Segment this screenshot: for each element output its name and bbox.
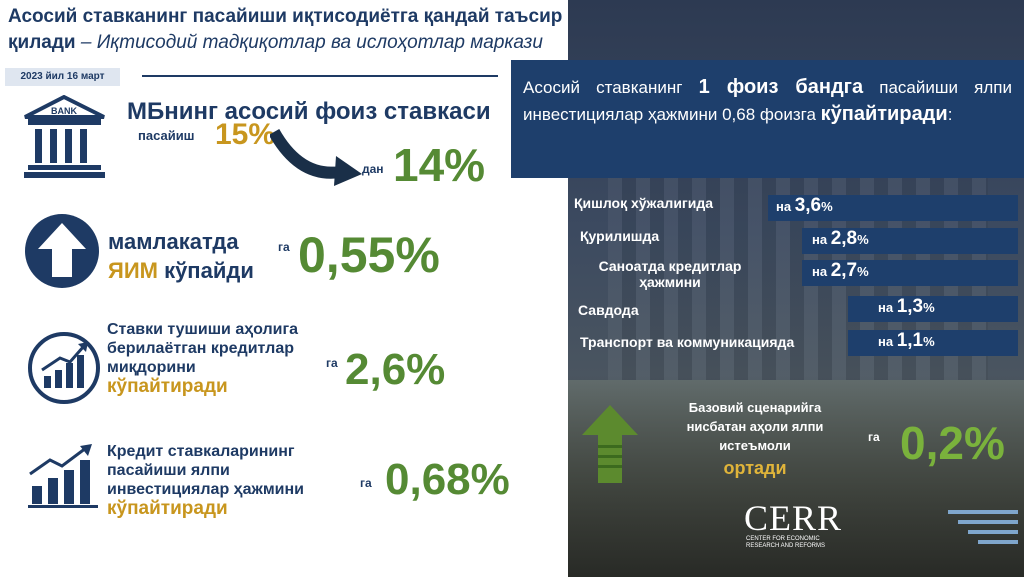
cerr-logo-line1: CENTER FOR ECONOMIC — [746, 536, 820, 542]
sector-row: Транспорт ва коммуникацияда на 1,1% — [572, 330, 1018, 356]
rate-from-value: 15% — [215, 118, 276, 151]
sector-prefix: на — [878, 300, 897, 315]
sector-suffix: % — [821, 199, 833, 214]
gdp-line2: ЯИМ кўпайди — [108, 258, 254, 284]
gdp-line1: мамлакатда — [108, 229, 239, 254]
credit-ga-label: га — [326, 356, 338, 370]
credit-text: Ставки тушиши аҳолига берилаётган кредит… — [107, 320, 307, 397]
sector-label: Транспорт ва коммуникацияда — [580, 334, 795, 350]
sector-bar: на 1,1% — [848, 330, 1018, 356]
background-fountain — [568, 380, 1024, 577]
credit-value: 2,6% — [345, 345, 446, 394]
sector-value: 1,1 — [896, 330, 924, 351]
rate-to-value: 14% — [393, 139, 486, 191]
bar-chart-arrow-icon — [28, 444, 98, 508]
rate-from-label: дан — [362, 162, 384, 176]
invest-text: Кредит ставкаларининг пасайиши ялпи инве… — [107, 442, 337, 519]
consumption-description: Базовий сценарийга нисбатан аҳоли ялпи и… — [686, 400, 824, 453]
cerr-logo-name: CERR — [744, 498, 843, 538]
sector-suffix: % — [923, 300, 935, 315]
rate-decrease-label: пасайиш — [138, 128, 195, 143]
sector-prefix: на — [812, 264, 831, 279]
info-b2: кўпайтиради — [820, 103, 948, 125]
left-panel — [0, 0, 568, 577]
sector-bar: на 1,3% — [848, 296, 1018, 322]
consumption-value: 0,2% — [900, 417, 1005, 469]
sector-label: Қишлоқ хўжалигида — [574, 195, 714, 211]
sector-suffix: % — [857, 232, 869, 247]
bank-icon-label: BANK — [51, 106, 77, 116]
sector-value: 2,7 — [830, 260, 858, 281]
gdp-value: 0,55% — [298, 227, 440, 283]
sector-label: Саноатда кредитлар ҳажмини — [598, 258, 742, 290]
info-t1: Асосий ставканинг — [523, 78, 699, 97]
growth-chart-circle-icon — [28, 332, 100, 404]
sector-row: Қурилишда на 2,8% — [572, 228, 1018, 254]
consumption-text: Базовий сценарийга нисбатан аҳоли ялпи и… — [660, 398, 850, 479]
consumption-ga-label: га — [868, 430, 880, 444]
info-t3: : — [947, 105, 953, 124]
sector-row: Савдода на 1,3% — [572, 296, 1018, 322]
stripes-decoration — [948, 510, 1018, 544]
info-box: Асосий ставканинг 1 фоиз бандга пасайиши… — [511, 60, 1024, 178]
sector-suffix: % — [857, 264, 869, 279]
title-source: Иқтисодий тадқиқотлар ва ислоҳотлар марк… — [96, 32, 543, 53]
bank-icon: BANK — [24, 95, 105, 178]
cerr-logo: CERR CENTER FOR ECONOMIC RESEARCH AND RE… — [744, 500, 874, 550]
title-dash: – — [75, 32, 97, 53]
arrow-up-circle-icon — [25, 214, 99, 288]
sector-prefix: на — [812, 232, 831, 247]
sector-label: Қурилишда — [580, 228, 660, 244]
sector-row: Саноатда кредитлар ҳажмини на 2,7% — [572, 258, 1018, 290]
rate-heading: МБнинг асосий фоиз ставкаси — [127, 98, 491, 125]
gdp-yim: ЯИМ — [108, 258, 158, 283]
sector-value: 1,3 — [896, 296, 924, 317]
sector-bar: на 2,7% — [802, 260, 1018, 286]
credit-description: Ставки тушиши аҳолига берилаётган кредит… — [107, 321, 299, 376]
header-divider — [142, 75, 498, 77]
sector-label: Савдода — [578, 302, 639, 318]
info-t2: пасайиши ялпи инвестициялар ҳажмини 0,68… — [523, 78, 1012, 124]
sector-row: Қишлоқ хўжалигида на 3,6% — [572, 195, 1018, 221]
cerr-logo-line2: RESEARCH AND REFORMS — [746, 543, 826, 549]
sector-value: 2,8 — [830, 228, 858, 249]
gdp-ga-label: га — [278, 240, 290, 254]
date-badge: 2023 йил 16 март — [5, 68, 120, 86]
sector-prefix: на — [878, 334, 897, 349]
gdp-up: кўпайди — [157, 258, 254, 283]
curved-arrow-icon — [270, 128, 362, 186]
page-title: Асосий ставканинг пасайиши иқтисодиётга … — [8, 4, 568, 56]
sector-bar: на 3,6% — [768, 195, 1018, 221]
invest-description: Кредит ставкаларининг пасайиши ялпи инве… — [107, 443, 304, 498]
invest-highlight: кўпайтиради — [107, 498, 228, 519]
invest-value: 0,68% — [385, 455, 510, 504]
info-b1: 1 фоиз бандга — [698, 76, 864, 98]
title-main: Асосий ставканинг пасайиши иқтисодиётга … — [8, 6, 563, 53]
credit-highlight: кўпайтиради — [107, 376, 228, 397]
consumption-highlight: ортади — [723, 458, 787, 478]
sector-value: 3,6 — [794, 195, 822, 216]
sector-bar: на 2,8% — [802, 228, 1018, 254]
invest-ga-label: га — [360, 476, 372, 490]
sector-prefix: на — [776, 199, 795, 214]
green-arrow-up-icon — [582, 405, 638, 483]
sector-suffix: % — [923, 334, 935, 349]
